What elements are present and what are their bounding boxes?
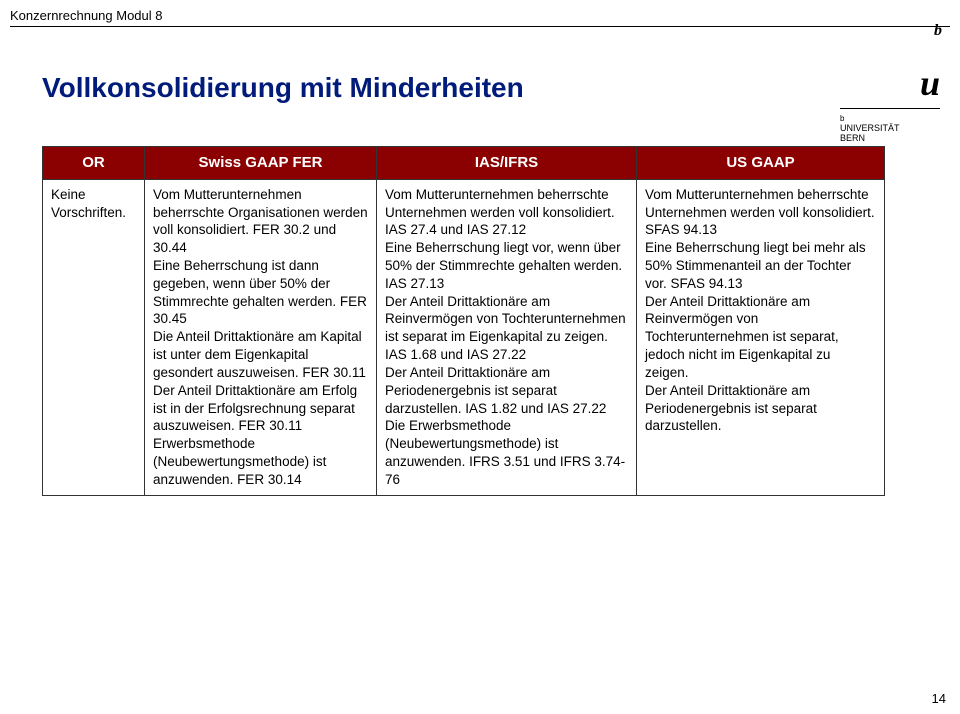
page-title: Vollkonsolidierung mit Minderheiten bbox=[42, 72, 524, 104]
col-header-or: OR bbox=[43, 147, 145, 180]
col-header-swissgaap: Swiss GAAP FER bbox=[145, 147, 377, 180]
table-header-row: OR Swiss GAAP FER IAS/IFRS US GAAP bbox=[43, 147, 885, 180]
logo-b-sup: b bbox=[934, 22, 942, 39]
logo-u: u bbox=[920, 63, 940, 103]
logo-line2: BERN bbox=[840, 133, 865, 143]
comparison-table: OR Swiss GAAP FER IAS/IFRS US GAAP Keine… bbox=[42, 146, 885, 496]
cell-swissgaap: Vom Mutterunternehmen beherrschte Organi… bbox=[145, 179, 377, 495]
table-row: Keine Vorschriften. Vom Mutterunternehme… bbox=[43, 179, 885, 495]
module-label: Konzernrechnung Modul 8 bbox=[10, 8, 163, 23]
logo-ub: b u bbox=[840, 20, 940, 104]
col-header-usgaap: US GAAP bbox=[637, 147, 885, 180]
cell-iasifrs: Vom Mutterunternehmen beherrschte Untern… bbox=[377, 179, 637, 495]
cell-usgaap: Vom Mutterunternehmen beherrschte Untern… bbox=[637, 179, 885, 495]
logo-line1: UNIVERSITÄT bbox=[840, 123, 900, 133]
cell-or: Keine Vorschriften. bbox=[43, 179, 145, 495]
header-divider bbox=[10, 26, 950, 27]
page-number: 14 bbox=[932, 691, 946, 706]
logo-b-small: b bbox=[840, 114, 844, 123]
university-logo: b u b UNIVERSITÄT BERN bbox=[840, 20, 940, 143]
logo-divider-line bbox=[840, 108, 940, 109]
col-header-iasifrs: IAS/IFRS bbox=[377, 147, 637, 180]
logo-uni-text: b UNIVERSITÄT BERN bbox=[840, 113, 940, 143]
